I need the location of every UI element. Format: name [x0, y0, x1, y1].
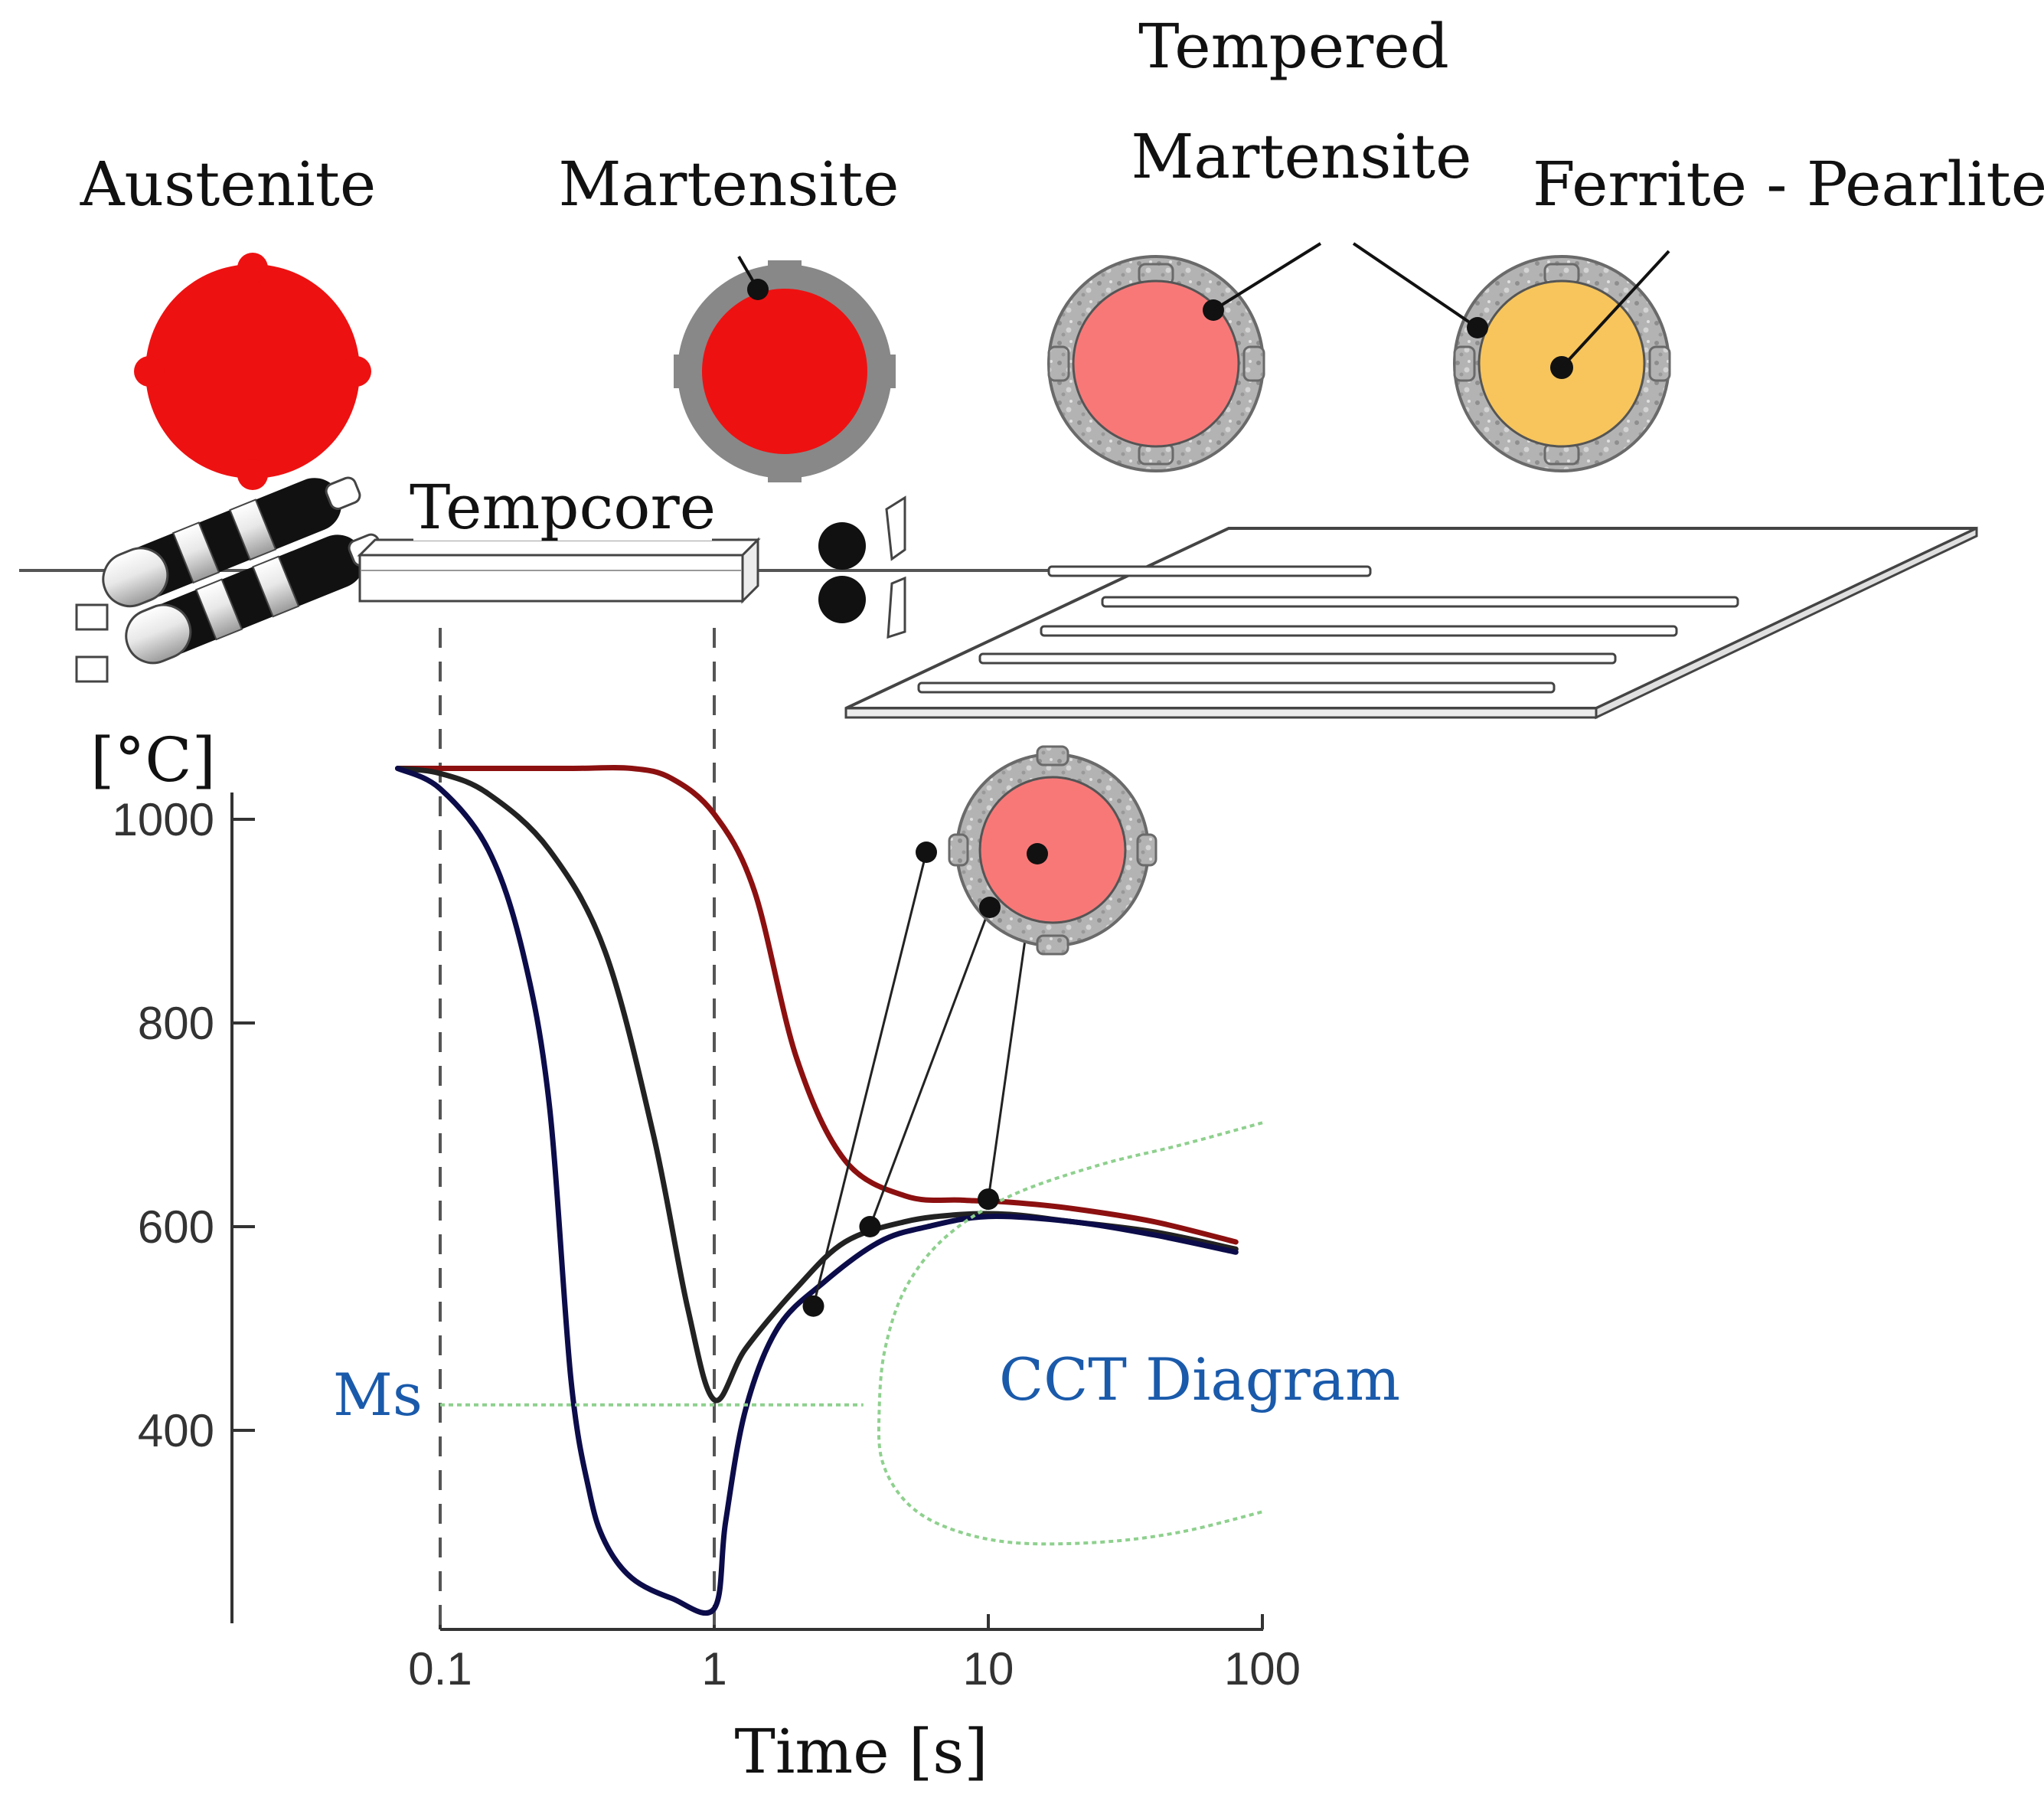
ferrite-pearlite-label: Ferrite - Pearlite [1533, 149, 2044, 220]
cooling-curves [395, 765, 1263, 1616]
x-axis-ticks: 0.1 1 10 100 [408, 1614, 1301, 1695]
cooling-bed [844, 526, 1978, 720]
martensite-label: Martensite [559, 149, 900, 220]
leader-line [869, 907, 991, 1227]
curve-marker [978, 1188, 999, 1211]
cct-diagram-label: CCT Diagram [999, 1345, 1400, 1413]
rolling-stand [75, 476, 384, 683]
curve-marker [859, 1216, 881, 1237]
pinch-rolls [818, 522, 866, 623]
leader-line [812, 851, 928, 1307]
x-tick-label: 100 [1224, 1643, 1301, 1695]
shear [885, 495, 906, 639]
tempcore-label-bg [413, 482, 712, 541]
tempcore-box [357, 537, 761, 604]
temperature-time-chart: [°C] Time [s] 1000 800 600 400 0.1 1 10 … [90, 628, 1400, 1787]
tempered-label-line1: Tempered [1138, 11, 1449, 82]
chart-tempered-section [916, 745, 1158, 956]
cooling-curve-surface [395, 766, 1239, 1616]
cooling-curve-core [395, 765, 1239, 1245]
austenite-label: Austenite [80, 149, 376, 220]
ms-label: Ms [333, 1361, 423, 1429]
y-axis-unit: [°C] [90, 724, 216, 796]
ferrite-pearlite-section [1352, 242, 1671, 472]
y-tick-label: 800 [138, 998, 214, 1049]
production-line: Tempcore [19, 472, 1978, 720]
curve-markers [802, 1188, 999, 1317]
y-axis-ticks: 1000 800 600 400 [113, 794, 255, 1456]
x-tick-label: 10 [963, 1643, 1014, 1695]
cct-curve [877, 1121, 1263, 1546]
x-axis-label: Time [s] [734, 1716, 988, 1787]
y-tick-label: 400 [138, 1405, 214, 1456]
martensite-section [674, 255, 896, 482]
austenite-section [134, 253, 371, 490]
x-tick-label: 0.1 [408, 1643, 472, 1695]
x-tick-label: 1 [701, 1643, 727, 1695]
tempered-label-line2: Martensite [1131, 121, 1472, 192]
curve-marker [802, 1295, 824, 1317]
tempered-martensite-section [1047, 242, 1322, 472]
y-tick-label: 600 [138, 1201, 214, 1253]
tempcore-label: Tempcore [410, 472, 716, 543]
y-tick-label: 1000 [113, 794, 214, 845]
